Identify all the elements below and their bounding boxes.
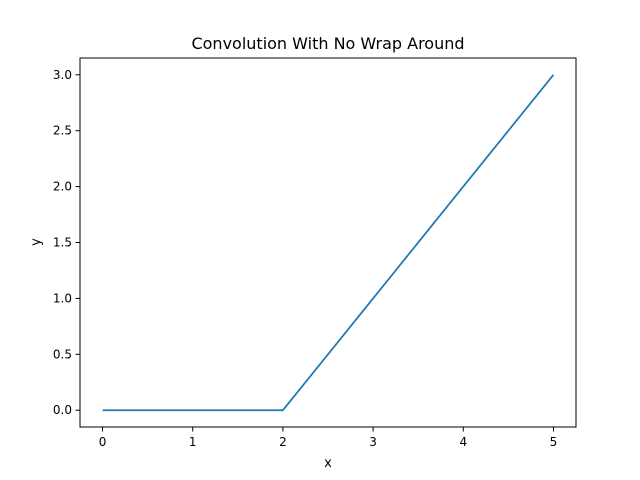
x-tick-label: 0	[99, 435, 107, 449]
x-tick-label: 5	[550, 435, 558, 449]
y-tick-label: 1.5	[53, 236, 72, 250]
x-tick-label: 1	[189, 435, 197, 449]
axes-frame	[79, 57, 577, 428]
y-tick-label: 2.5	[53, 124, 72, 138]
y-tick-label: 0.0	[53, 403, 72, 417]
y-tick-label: 2.0	[53, 180, 72, 194]
x-tick-label: 2	[279, 435, 287, 449]
y-tick-label: 1.0	[53, 291, 72, 305]
series-line-0	[102, 74, 555, 412]
y-tick-label: 0.5	[53, 347, 72, 361]
plot-area: 0 1 2 3 4 5 0.0 0.5 1.0 1.5 2.0 2.5 3.0	[53, 57, 577, 449]
chart-title: Convolution With No Wrap Around	[191, 34, 464, 53]
y-axis-label: y	[29, 238, 44, 246]
x-axis-label: x	[324, 456, 332, 471]
y-tick-label: 3.0	[53, 68, 72, 82]
x-tick-label: 4	[459, 435, 467, 449]
x-tick-label: 3	[369, 435, 377, 449]
